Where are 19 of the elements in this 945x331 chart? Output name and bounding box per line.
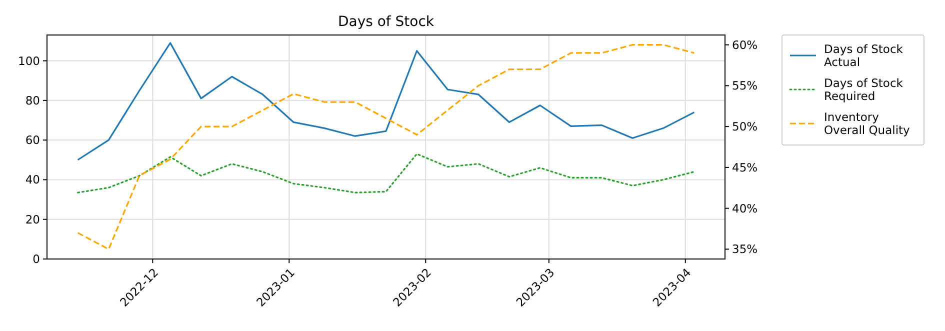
y-tick-label: 20 xyxy=(25,212,40,226)
legend-label: Days of Stock Actual xyxy=(824,42,904,69)
legend-label: Days of Stock Required xyxy=(824,76,904,103)
line-series xyxy=(77,42,695,161)
y2-tick-label: 40% xyxy=(732,201,758,216)
line-series xyxy=(77,44,695,250)
line-series xyxy=(77,153,695,194)
y2-tick-label: 35% xyxy=(732,242,758,256)
y2-tick-label: 45% xyxy=(732,160,758,174)
y2-tick-label: 55% xyxy=(732,78,758,93)
y-tick-label: 0 xyxy=(32,252,40,266)
y2-tick-label: 50% xyxy=(732,120,758,134)
y-tick-label: 80 xyxy=(25,93,40,108)
y-tick-label: 60 xyxy=(25,133,40,148)
y2-tick-label: 60% xyxy=(732,38,758,52)
chart-title: Days of Stock xyxy=(338,14,435,30)
y-tick-label: 100 xyxy=(18,54,40,68)
y-tick-label: 40 xyxy=(25,172,40,187)
legend-label: Inventory Overall Quality xyxy=(824,110,910,137)
